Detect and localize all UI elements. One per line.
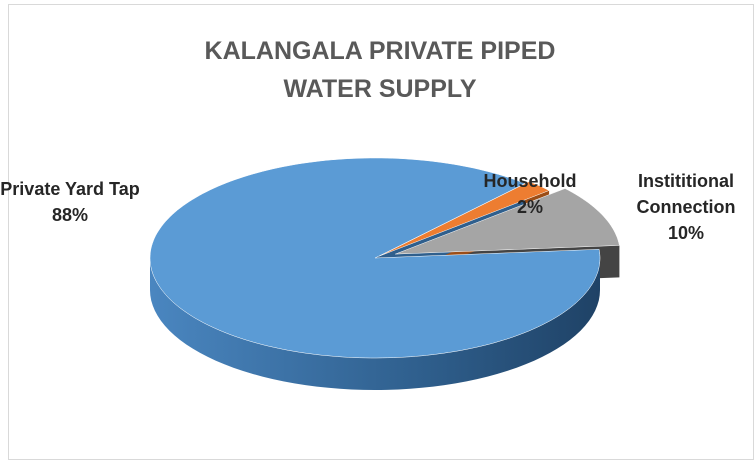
- slice-name: Private Yard Tap: [0, 179, 140, 199]
- slice-value: 88%: [51, 205, 89, 225]
- slice-name: Instititional Connection: [636, 171, 736, 217]
- slice-value: 10%: [667, 223, 705, 243]
- slice: [149, 157, 601, 359]
- slice-wall: [150, 258, 600, 390]
- slice-label: Household 2%: [470, 168, 590, 220]
- slice-label: Private Yard Tap 88%: [0, 176, 140, 228]
- slice-name: Household: [483, 171, 577, 191]
- slice: [395, 188, 620, 255]
- slice: [379, 181, 550, 257]
- slice-value: 2%: [516, 197, 543, 217]
- chart-frame: [8, 4, 754, 460]
- slice-label: Instititional Connection 10%: [618, 168, 754, 246]
- chart-title: KALANGALA PRIVATE PIPED WATER SUPPLY: [204, 37, 556, 103]
